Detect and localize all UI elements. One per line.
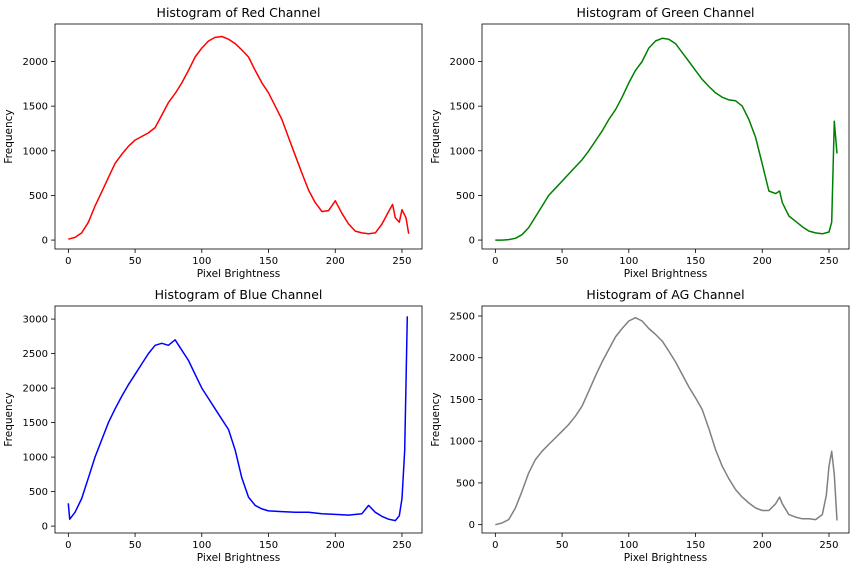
y-tick-label: 500 xyxy=(29,487,48,498)
x-axis-label: Pixel Brightness xyxy=(197,552,281,564)
y-tick-label: 1500 xyxy=(450,102,475,113)
x-tick-label: 150 xyxy=(686,256,705,267)
y-tick-label: 0 xyxy=(469,236,475,247)
y-tick-label: 500 xyxy=(456,191,475,202)
x-tick-label: 100 xyxy=(619,256,638,267)
y-tick-label: 2000 xyxy=(23,57,48,68)
x-tick-label: 150 xyxy=(686,540,705,551)
x-axis-label: Pixel Brightness xyxy=(624,552,708,564)
x-tick-label: 100 xyxy=(192,540,211,551)
chart-panel-0: Histogram of Red Channel 0 50 100 150 200 250 0… xyxy=(3,5,423,280)
y-tick-label: 1500 xyxy=(23,418,48,429)
chart-title: Histogram of AG Channel xyxy=(586,287,744,302)
x-tick-label: 0 xyxy=(65,540,71,551)
y-axis-label: Frequency xyxy=(430,109,442,163)
y-tick-label: 1000 xyxy=(450,146,475,157)
y-tick-label: 3000 xyxy=(23,315,48,326)
axes-frame xyxy=(54,305,423,534)
y-tick-label: 0 xyxy=(469,520,475,531)
series-line xyxy=(67,316,409,522)
x-tick-label: 250 xyxy=(819,540,838,551)
y-tick-label: 2500 xyxy=(450,312,475,323)
x-tick-label: 150 xyxy=(259,256,278,267)
series-line xyxy=(495,37,838,241)
y-tick-label: 500 xyxy=(29,191,48,202)
chart-title: Histogram of Blue Channel xyxy=(155,287,323,302)
chart-panel-1: Histogram of Green Channel 0 50 100 150 200 25… xyxy=(430,5,850,280)
x-tick-label: 200 xyxy=(326,256,345,267)
x-tick-label: 250 xyxy=(819,256,838,267)
x-tick-label: 0 xyxy=(492,540,498,551)
x-tick-label: 50 xyxy=(556,256,569,267)
y-tick-label: 2000 xyxy=(23,384,48,395)
x-tick-label: 250 xyxy=(392,540,411,551)
y-tick-label: 500 xyxy=(456,478,475,489)
axes-frame xyxy=(54,23,423,250)
x-tick-label: 100 xyxy=(619,540,638,551)
x-axis-label: Pixel Brightness xyxy=(197,268,281,280)
y-tick-label: 2000 xyxy=(450,353,475,364)
x-tick-label: 200 xyxy=(753,540,772,551)
y-tick-label: 2500 xyxy=(23,349,48,360)
y-axis-label: Frequency xyxy=(430,392,442,446)
x-tick-label: 50 xyxy=(129,540,142,551)
y-tick-label: 2000 xyxy=(450,57,475,68)
x-tick-label: 250 xyxy=(392,256,411,267)
chart-panel-2: Histogram of Blue Channel 0 50 100 150 200 250… xyxy=(3,287,423,564)
y-tick-label: 1000 xyxy=(23,146,48,157)
x-tick-label: 0 xyxy=(65,256,71,267)
axes-frame xyxy=(481,23,850,250)
y-tick-label: 1500 xyxy=(23,102,48,113)
y-tick-label: 1500 xyxy=(450,395,475,406)
y-tick-label: 0 xyxy=(42,522,48,533)
y-tick-label: 1000 xyxy=(23,453,48,464)
x-tick-label: 100 xyxy=(192,256,211,267)
y-axis-label: Frequency xyxy=(3,392,15,446)
y-axis-label: Frequency xyxy=(3,109,15,163)
x-tick-label: 200 xyxy=(326,540,345,551)
x-tick-label: 200 xyxy=(753,256,772,267)
chart-title: Histogram of Red Channel xyxy=(157,5,321,20)
y-tick-label: 1000 xyxy=(450,437,475,448)
y-tick-label: 0 xyxy=(42,236,48,247)
x-axis-label: Pixel Brightness xyxy=(624,268,708,280)
axes-frame xyxy=(481,305,850,534)
x-tick-label: 0 xyxy=(492,256,498,267)
x-tick-label: 50 xyxy=(129,256,142,267)
x-tick-label: 50 xyxy=(556,540,569,551)
series-line xyxy=(68,35,410,240)
chart-title: Histogram of Green Channel xyxy=(577,5,755,20)
x-tick-label: 150 xyxy=(259,540,278,551)
series-line xyxy=(495,316,838,526)
